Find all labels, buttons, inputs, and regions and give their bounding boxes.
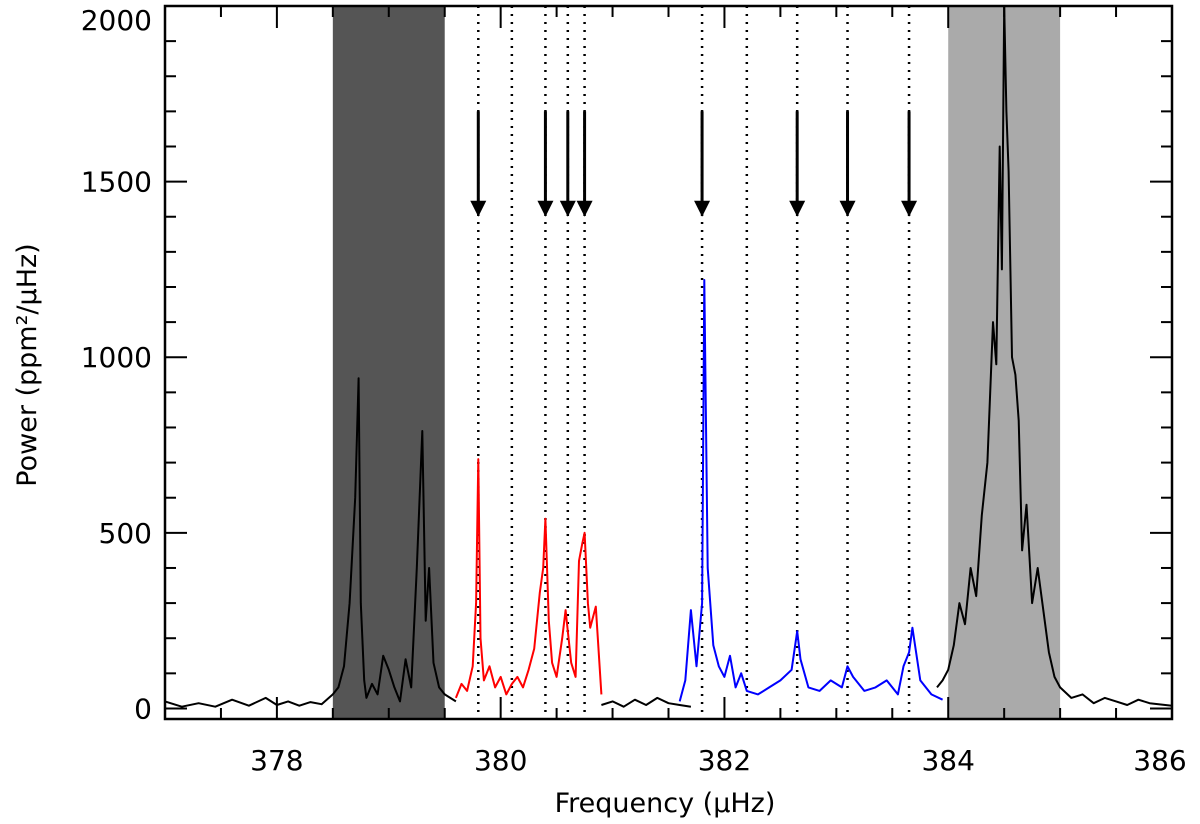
arrow-head-2	[559, 200, 576, 217]
arrow-3	[576, 111, 593, 217]
x-tick-label-4: 386	[1133, 744, 1186, 777]
x-tick-label-2: 382	[698, 744, 751, 777]
y-tick-label-3: 1500	[81, 166, 152, 199]
shaded-regions	[332, 6, 1061, 719]
y-tick-label-2: 1000	[81, 341, 152, 374]
x-axis-label: Frequency (μHz)	[555, 788, 776, 819]
arrow-6	[839, 111, 856, 217]
arrow-1	[537, 111, 554, 217]
arrow-4	[694, 111, 711, 217]
series-0-segment-0	[164, 377, 457, 708]
axes	[163, 4, 1174, 721]
series-0-segment-1	[601, 696, 692, 708]
arrow-head-5	[789, 200, 806, 217]
spectrum-lines	[164, 5, 1173, 708]
series-2-segment-0	[678, 279, 944, 702]
mode-arrows	[470, 111, 918, 217]
arrow-head-6	[839, 200, 856, 217]
arrow-head-7	[901, 200, 918, 217]
y-tick-label-1: 500	[99, 517, 152, 550]
arrow-head-0	[470, 200, 487, 217]
x-tick-label-3: 384	[921, 744, 974, 777]
arrow-head-3	[576, 200, 593, 217]
series-0-segment-2	[936, 5, 1173, 707]
x-tick-label-0: 378	[250, 744, 303, 777]
x-tick-label-1: 380	[474, 744, 527, 777]
arrow-head-1	[537, 200, 554, 217]
vertical-dotted-lines	[477, 6, 911, 719]
y-axis-label: Power (ppm²/μHz)	[12, 243, 43, 486]
y-tick-label-0: 0	[134, 692, 152, 725]
arrow-head-4	[694, 200, 711, 217]
series-1-segment-0	[454, 458, 603, 699]
arrow-5	[789, 111, 806, 217]
tick-labels: 378 380 382 384 386 0 500 1000 1500 2000	[81, 4, 1187, 777]
arrow-0	[470, 111, 487, 217]
arrow-2	[559, 111, 576, 217]
y-tick-label-4: 2000	[81, 4, 152, 37]
arrow-7	[901, 111, 918, 217]
